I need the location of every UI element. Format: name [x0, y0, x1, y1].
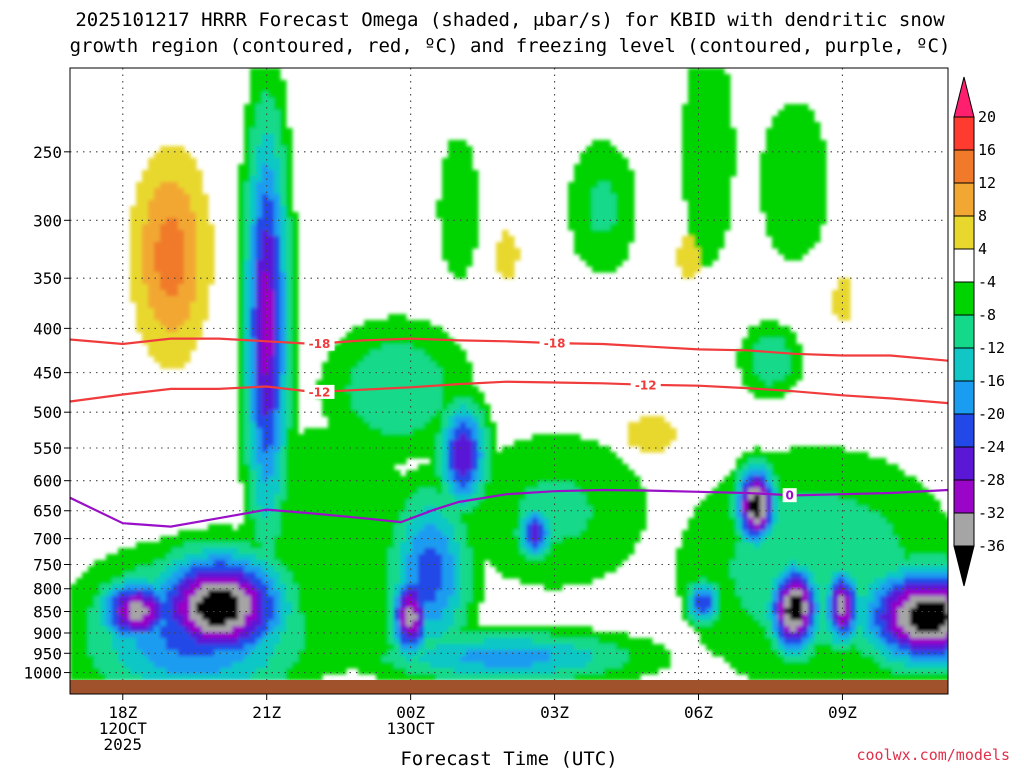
colorbar-bin — [953, 512, 975, 547]
colorbar-bin — [953, 215, 975, 250]
colorbar-label: 8 — [978, 207, 987, 225]
colorbar-label: -16 — [978, 372, 1005, 390]
colorbar-bin — [953, 281, 975, 316]
y-tick-label: 300 — [33, 211, 62, 230]
colorbar-bin — [953, 149, 975, 184]
contour-dgz_bottom — [70, 380, 948, 405]
colorbar-bottom-arrow — [953, 545, 975, 587]
contour-label-dgz_top: -18 — [544, 337, 566, 351]
contour-label-bg — [539, 336, 570, 351]
colorbar-label: 12 — [978, 174, 996, 192]
colorbar-label: -12 — [978, 339, 1005, 357]
y-tick-label: 450 — [33, 364, 62, 383]
y-tick-label: 650 — [33, 502, 62, 521]
colorbar-label: 20 — [978, 108, 996, 126]
colorbar-bin — [953, 380, 975, 415]
y-tick-label: 250 — [33, 143, 62, 162]
colorbar-bin — [953, 248, 975, 283]
y-tick-label: 550 — [33, 439, 62, 458]
colorbar-label: -36 — [978, 537, 1005, 555]
y-tick-label: 900 — [33, 624, 62, 643]
contour-dgz_top — [70, 337, 948, 362]
colorbar-bin — [953, 347, 975, 382]
contour-label-bg — [630, 377, 661, 392]
y-tick-label: 600 — [33, 472, 62, 491]
ground-bar — [70, 680, 948, 694]
y-axis-ticks: 250 300 350 400 450 500 550 600 650 700 750 800 850 9… — [23, 143, 70, 683]
credit-text: coolwx.com/models — [856, 746, 1010, 764]
x-tick-label: 13OCT — [387, 719, 436, 738]
y-tick-label: 800 — [33, 580, 62, 599]
y-tick-label: 850 — [33, 603, 62, 622]
contour-label-dgz_bottom: -12 — [635, 378, 657, 392]
x-tick-label: 03Z — [540, 703, 569, 722]
y-tick-label: 350 — [33, 269, 62, 288]
y-tick-label: 400 — [33, 319, 62, 338]
y-tick-label: 700 — [33, 530, 62, 549]
contour-label-bg — [304, 384, 335, 399]
colorbar-label: -20 — [978, 405, 1005, 423]
x-tick-label: 12OCT — [99, 719, 148, 738]
colorbar-bin — [953, 182, 975, 217]
colorbar-label: -24 — [978, 438, 1005, 456]
omega-heatmap-field — [70, 68, 948, 680]
contour-label-bg — [304, 336, 335, 351]
colorbar-top-arrow — [953, 76, 975, 118]
contour-label-dgz_bottom: -12 — [309, 385, 331, 399]
colorbar-label: 16 — [978, 141, 996, 159]
x-tick-label: 00Z — [396, 703, 425, 722]
contour-label-dgz_top: -18 — [309, 337, 331, 351]
colorbar-label: 4 — [978, 240, 987, 258]
contour-label-bg — [782, 488, 797, 503]
y-tick-label: 950 — [33, 644, 62, 663]
x-tick-label: 18Z — [108, 703, 137, 722]
grid-lines — [70, 68, 948, 680]
colorbar-label: -28 — [978, 471, 1005, 489]
chart-title-line-2: growth region (contoured, red, ºC) and f… — [70, 35, 951, 57]
x-axis-title: Forecast Time (UTC) — [400, 748, 617, 768]
y-tick-label: 1000 — [23, 664, 62, 683]
colorbar-label: -4 — [978, 273, 996, 291]
y-tick-label: 500 — [33, 403, 62, 422]
colorbar-label: -32 — [978, 504, 1005, 522]
x-tick-label: 09Z — [828, 703, 857, 722]
colorbar-bin — [953, 314, 975, 349]
y-tick-label: 750 — [33, 555, 62, 574]
colorbar-bin — [953, 116, 975, 151]
colorbar-bin — [953, 446, 975, 481]
colorbar: 20 16 12 8 4 -4 -8 -12 -16 -20 -24 -28 -32 -36 — [953, 76, 1005, 587]
x-tick-label: 2025 — [104, 735, 143, 754]
temperature-contours: -18 -18 -12 -12 0 — [70, 336, 948, 528]
x-tick-label: 06Z — [684, 703, 713, 722]
plot-frame — [69, 67, 949, 695]
x-tick-label: 21Z — [252, 703, 281, 722]
chart-title-line-1: 2025101217 HRRR Forecast Omega (shaded, … — [75, 9, 945, 31]
colorbar-bin — [953, 413, 975, 448]
colorbar-bin — [953, 479, 975, 514]
contour-label-freezing_level: 0 — [785, 489, 793, 503]
colorbar-label: -8 — [978, 306, 996, 324]
